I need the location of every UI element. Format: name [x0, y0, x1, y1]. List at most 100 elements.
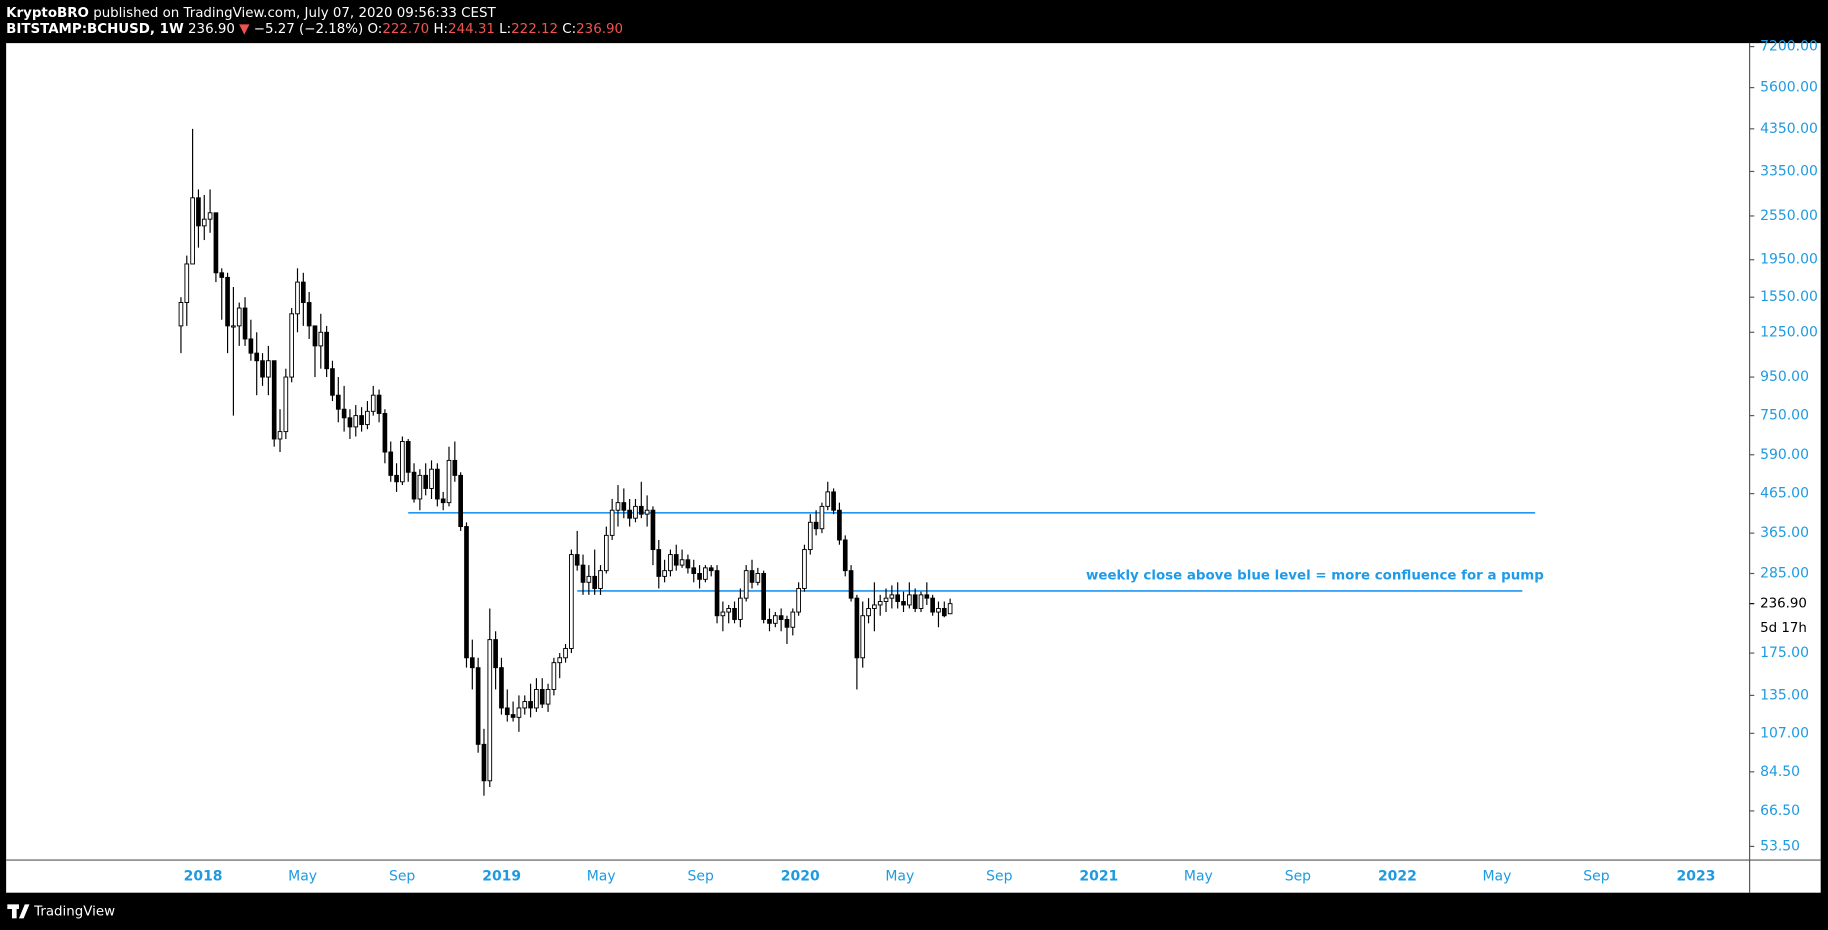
candle-body — [435, 468, 440, 500]
candle-body — [196, 197, 201, 227]
candle-body — [458, 474, 463, 528]
y-tick-label: 750.00 — [1760, 408, 1809, 424]
y-tick-label: 3350.00 — [1760, 163, 1818, 179]
candle-body — [738, 597, 743, 620]
candle-body — [335, 394, 341, 410]
candle-body — [545, 688, 551, 705]
candle-body — [936, 608, 941, 613]
current-price-label: 236.90 — [1760, 597, 1807, 612]
candle-body — [895, 594, 901, 602]
candle-body — [446, 459, 452, 504]
candle-body — [720, 611, 726, 617]
candle-body — [295, 281, 300, 315]
c-label: C: — [562, 22, 576, 37]
candle-body — [423, 474, 429, 489]
candle-body — [837, 509, 842, 541]
candle-body — [376, 394, 382, 414]
candle-body — [638, 505, 644, 515]
candle-body — [592, 575, 598, 589]
candle-body — [382, 412, 388, 453]
symbol: BITSTAMP:BCHUSD, 1W — [6, 22, 184, 37]
candle-body — [685, 559, 691, 569]
y-tick-label: 950.00 — [1760, 369, 1809, 385]
candle-body — [691, 567, 697, 574]
y-tick-label: 7200.00 — [1760, 39, 1818, 55]
candle-body — [877, 601, 883, 606]
y-tick-label: 107.00 — [1760, 725, 1809, 741]
chart-area — [6, 43, 1821, 893]
logo — [7, 904, 30, 919]
candle-body — [755, 573, 761, 583]
countdown: 5d 17h — [1760, 621, 1807, 636]
y-tick-label: 175.00 — [1760, 645, 1809, 661]
candle-body — [178, 302, 184, 327]
candle-body — [732, 608, 737, 620]
candle-body — [231, 325, 236, 328]
x-tick-label: 2023 — [1677, 868, 1716, 884]
x-tick-label: 2021 — [1079, 868, 1118, 884]
candle-body — [539, 688, 545, 705]
candle-body — [679, 559, 685, 566]
candle-body — [236, 307, 242, 327]
y-tick-label: 1550.00 — [1760, 289, 1818, 305]
candle-body — [941, 608, 947, 617]
candle-body — [819, 505, 825, 530]
candle-body — [370, 394, 376, 412]
candle-body — [743, 570, 749, 599]
candle-body — [598, 570, 603, 589]
candle-body — [359, 415, 364, 426]
y-tick-label: 5600.00 — [1760, 80, 1818, 96]
brand: TradingView — [33, 904, 115, 919]
y-tick-label: 285.00 — [1760, 565, 1809, 581]
x-tick-label: Sep — [389, 868, 415, 884]
candle-body — [563, 647, 568, 659]
candle-body — [662, 570, 667, 577]
o-label: O: — [368, 22, 383, 37]
y-tick-label: 1950.00 — [1760, 252, 1818, 268]
x-tick-label: Sep — [1583, 868, 1609, 884]
candle-body — [190, 197, 195, 265]
candle-body — [883, 597, 889, 602]
candle-body — [353, 415, 359, 428]
candle-body — [300, 281, 306, 304]
x-tick-label: Sep — [688, 868, 714, 884]
candle-body — [714, 570, 720, 617]
candle-body — [930, 597, 935, 613]
candle-body — [796, 587, 801, 613]
candle-body — [499, 667, 504, 709]
x-tick-label: May — [288, 868, 317, 884]
candle-body — [633, 505, 638, 519]
y-tick-label: 465.00 — [1760, 486, 1809, 502]
candle-body — [842, 539, 848, 572]
c-value: 236.90 — [576, 22, 623, 37]
candle-body — [866, 608, 871, 617]
y-tick-label: 53.50 — [1760, 838, 1800, 854]
candle-body — [872, 604, 877, 609]
last: 236.90 — [188, 22, 235, 37]
candle-body — [557, 657, 563, 664]
candle-body — [604, 534, 609, 572]
candle-body — [854, 597, 860, 659]
candle-body — [411, 471, 417, 500]
candle-body — [534, 688, 539, 709]
y-tick-label: 365.00 — [1760, 525, 1809, 541]
candle-body — [271, 360, 277, 440]
candle-body — [429, 468, 434, 489]
candle-body — [673, 554, 679, 566]
y-tick-label: 2550.00 — [1760, 208, 1818, 224]
l-value: 222.12 — [511, 22, 558, 37]
x-tick-label: 2020 — [781, 868, 820, 884]
candle-body — [749, 570, 755, 583]
candle-body — [703, 567, 708, 580]
candle-body — [697, 573, 702, 580]
y-tick-label: 1250.00 — [1760, 324, 1818, 340]
candle-body — [504, 707, 510, 716]
candle-body — [668, 554, 673, 572]
x-tick-label: May — [1184, 868, 1213, 884]
candle-body — [907, 594, 912, 606]
candle-body — [213, 212, 219, 274]
annotation: weekly close above blue level = more con… — [1086, 569, 1544, 584]
candle-body — [627, 509, 632, 519]
candle-body — [464, 526, 469, 659]
